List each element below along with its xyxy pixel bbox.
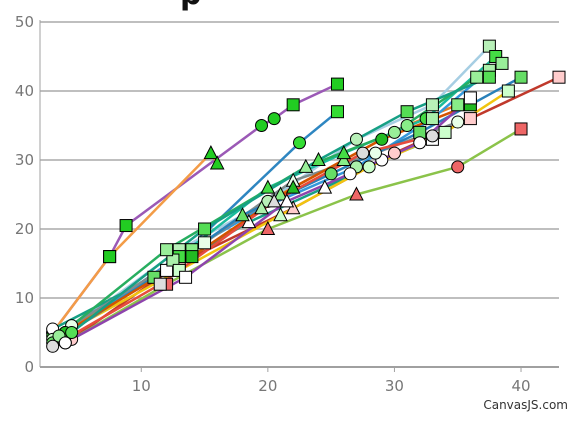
data-point-triangle [336,151,352,166]
chart-title-fragment-text: p [180,0,201,12]
data-point-square [470,70,484,84]
data-point-square [438,125,452,139]
data-point-square [198,236,212,250]
x-tick-label: 30 [385,377,404,395]
data-point-circle [425,129,439,143]
y-tick-label: 0 [24,358,34,376]
data-point-triangle [285,179,301,194]
x-tick-label: 10 [132,377,151,395]
data-point-triangle [317,179,333,194]
data-point-triangle [203,145,219,160]
data-point-square [463,112,477,126]
data-point-triangle [311,151,326,166]
data-point-triangle [209,155,225,170]
data-point-square [330,77,344,91]
y-tick-label: 20 [15,220,34,238]
data-point-square [495,56,509,70]
data-point-circle [451,160,465,174]
data-point-triangle [298,158,314,173]
chart-title-fragment: p [180,0,201,12]
data-point-triangle [260,179,276,194]
data-point-square [425,112,439,126]
data-point-triangle [273,207,288,222]
data-point-triangle [266,193,282,208]
y-tick-label: 10 [15,289,34,307]
data-point-square [286,98,300,112]
data-point-circle [451,115,465,129]
series-6 [64,127,522,344]
axes [39,20,559,372]
data-point-circle [387,125,401,139]
data-point-square [198,222,212,236]
data-point-square [103,250,117,264]
tick-labels: 0 10 20 30 40 50 10 20 30 40 [15,13,531,395]
data-point-circle [255,119,269,132]
data-point-circle [58,336,72,350]
data-point-square [179,270,193,284]
series-markers-15 [52,56,509,343]
canvasjs-credit-link[interactable]: CanvasJS.com [483,398,568,412]
x-tick-label: 20 [258,377,277,395]
data-point-triangle [235,207,250,222]
data-point-square [463,91,477,105]
series-group [46,39,566,353]
data-point-circle [387,146,401,160]
data-point-circle [293,136,306,150]
data-point-circle [413,136,427,150]
data-point-square [501,84,515,98]
series-markers-17 [65,70,496,339]
data-point-square [425,98,439,112]
data-point-circle [343,167,357,181]
data-point-triangle [349,186,364,201]
data-point-triangle [254,200,269,215]
data-point-circle [349,132,363,146]
data-point-triangle [260,220,276,235]
data-point-square [451,98,465,112]
data-point-triangle [285,200,301,215]
series-line [64,127,522,344]
data-point-triangle [336,145,352,160]
data-point-circle [267,112,281,126]
y-tick-label: 30 [15,151,34,169]
data-point-triangle [273,186,288,201]
series-markers-3 [46,105,344,343]
data-point-square [482,70,496,84]
data-point-circle [65,326,79,339]
x-tick-label: 40 [511,377,530,395]
data-point-circle [368,146,382,160]
data-point-square [400,105,414,119]
data-point-square [185,250,199,264]
data-point-circle [375,132,389,146]
y-tick-label: 40 [15,82,34,100]
data-point-square [552,70,566,84]
data-point-circle [46,339,60,353]
data-point-square [153,277,167,291]
data-point-triangle [241,214,257,229]
data-point-circle [400,119,414,132]
data-point-triangle [279,193,295,208]
series-markers-1 [46,77,344,339]
data-point-square [514,122,528,136]
series-markers-16 [58,91,477,350]
data-point-square [330,105,344,119]
data-point-square [119,219,133,233]
data-point-square [514,70,528,84]
data-point-circle [362,160,376,174]
series-markers-5 [65,70,566,346]
data-point-circle [356,146,370,160]
data-point-square [160,243,174,257]
data-point-circle [324,167,338,181]
series-markers-18 [46,129,439,353]
y-tick-label: 50 [15,13,34,31]
